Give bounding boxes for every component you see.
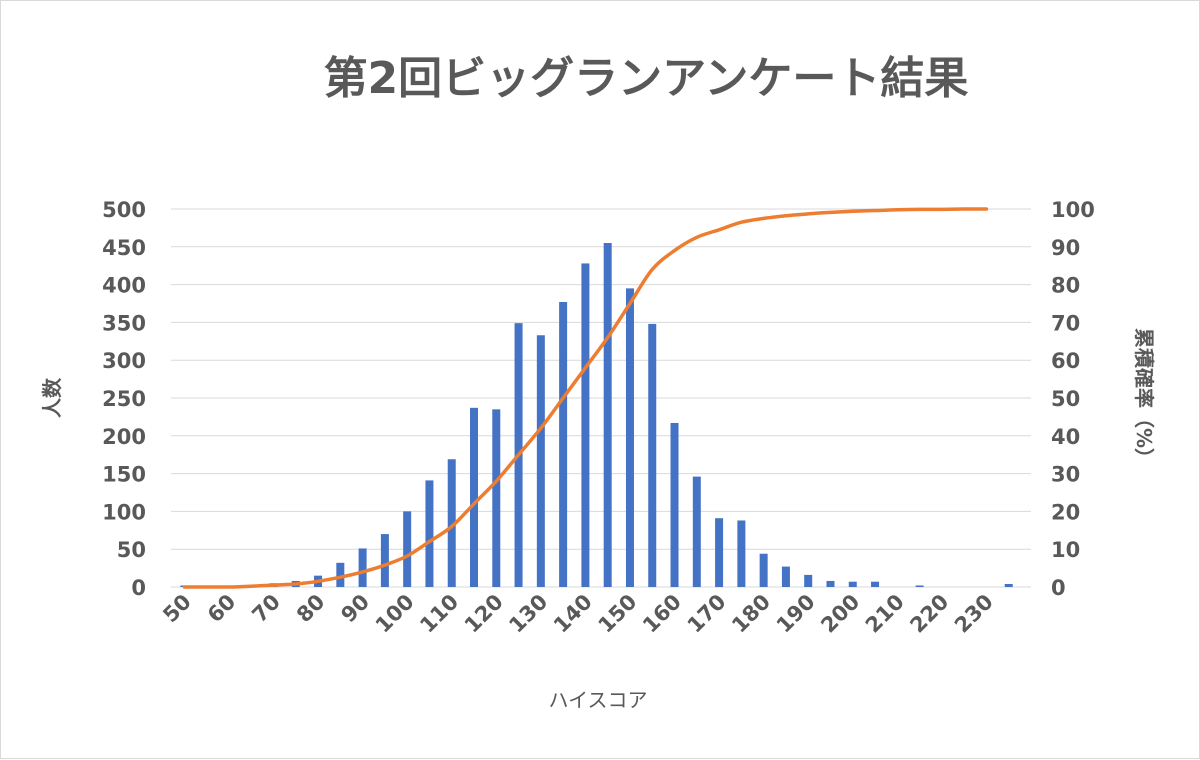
bar: [715, 518, 724, 587]
y-right-tick-label: 0: [1051, 576, 1066, 600]
y-right-tick-label: 90: [1051, 236, 1080, 260]
cumulative-line: [182, 207, 989, 589]
bar: [781, 566, 790, 587]
x-tick-label: 200: [816, 590, 864, 638]
x-tick-label: 120: [460, 590, 508, 638]
y-right-tick-label: 60: [1051, 349, 1080, 373]
x-axis-title: ハイスコア: [549, 688, 648, 712]
y-axis-right-ticks: 0 10 20 30 40 50 60 70 80 90 100: [1051, 198, 1095, 600]
bar: [871, 581, 880, 587]
x-tick-label: 190: [772, 590, 820, 638]
y-axis-left-title: 人数: [40, 377, 64, 418]
y-left-tick-label: 50: [117, 538, 146, 562]
x-tick-label: 170: [683, 590, 731, 638]
y-left-tick-label: 200: [102, 425, 146, 449]
x-tick-label: 90: [336, 590, 374, 628]
x-tick-label: 230: [950, 590, 998, 638]
x-tick-label: 140: [549, 590, 597, 638]
x-tick-label: 160: [638, 590, 686, 638]
bar: [447, 459, 456, 587]
y-left-tick-label: 0: [131, 576, 146, 600]
y-left-tick-label: 350: [102, 311, 146, 335]
bar: [403, 511, 412, 587]
line-series: [182, 207, 989, 589]
y-left-tick-label: 250: [102, 387, 146, 411]
x-tick-label: 80: [292, 590, 330, 628]
y-left-tick-label: 300: [102, 349, 146, 373]
bar: [848, 581, 857, 587]
bar-series: [180, 243, 1013, 587]
x-tick-label: 210: [861, 590, 909, 638]
bar: [804, 574, 813, 587]
y-left-tick-label: 150: [102, 463, 146, 487]
bar: [536, 335, 545, 587]
bar: [581, 263, 590, 587]
y-right-tick-label: 50: [1051, 387, 1080, 411]
x-tick-label: 100: [371, 590, 419, 638]
y-left-tick-label: 450: [102, 236, 146, 260]
y-axis-right-title: 累積確率（%）: [1132, 328, 1156, 468]
y-right-tick-label: 80: [1051, 274, 1080, 298]
x-tick-label: 60: [203, 590, 241, 628]
y-right-tick-label: 70: [1051, 311, 1080, 335]
bar: [492, 409, 501, 587]
y-right-tick-label: 40: [1051, 425, 1080, 449]
x-tick-label: 150: [594, 590, 642, 638]
x-axis-ticks: 50 60 70 80 90100110120130140150160170180190…: [158, 590, 998, 638]
bar: [1004, 583, 1013, 587]
y-right-tick-label: 20: [1051, 500, 1080, 524]
x-tick-label: 110: [415, 590, 463, 638]
bar: [336, 562, 345, 587]
x-tick-label: 50: [158, 590, 196, 628]
bar: [692, 476, 701, 587]
bar: [380, 534, 389, 587]
y-left-tick-label: 400: [102, 274, 146, 298]
x-tick-label: 220: [905, 590, 953, 638]
x-tick-label: 70: [247, 590, 285, 628]
bar: [648, 323, 657, 587]
bar: [625, 288, 634, 587]
bar: [826, 580, 835, 587]
y-axis-left-ticks: 0 50 100 150 200 250 300 350 400 450 500: [102, 198, 146, 600]
y-right-tick-label: 100: [1051, 198, 1095, 222]
y-left-tick-label: 100: [102, 500, 146, 524]
bar: [759, 553, 768, 587]
bar: [425, 480, 434, 587]
y-left-tick-label: 500: [102, 198, 146, 222]
bar: [737, 520, 746, 587]
bar: [603, 243, 612, 587]
y-right-tick-label: 10: [1051, 538, 1080, 562]
chart-title: 第2回ビッグランアンケート結果: [324, 53, 969, 104]
bar: [915, 585, 924, 587]
bar: [470, 407, 479, 587]
x-tick-label: 130: [504, 590, 552, 638]
x-tick-label: 180: [727, 590, 775, 638]
bar: [670, 422, 679, 587]
bar: [559, 301, 568, 587]
y-right-tick-label: 30: [1051, 463, 1080, 487]
gridlines: [171, 208, 1031, 588]
bar: [358, 548, 367, 587]
